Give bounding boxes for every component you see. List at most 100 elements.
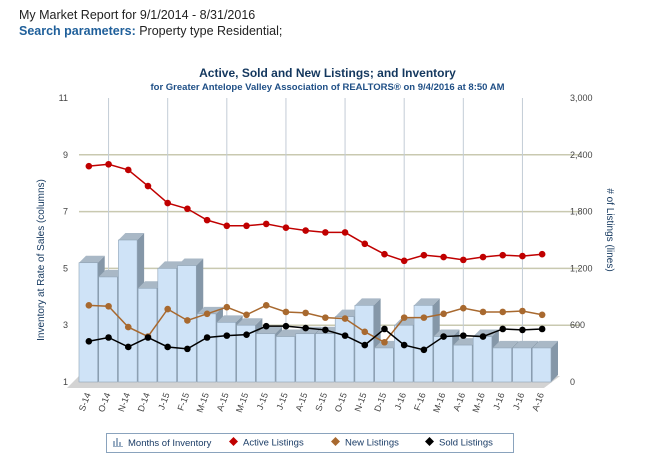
x-tick-label: A-15 [294, 391, 310, 412]
bar-top [335, 309, 361, 317]
legend-label: Months of Inventory [128, 438, 212, 450]
data-point [243, 222, 250, 230]
data-point [460, 256, 467, 264]
bar-front [512, 347, 532, 383]
y2-tick-label: 0 [570, 377, 575, 387]
bar-front [216, 322, 236, 383]
bar-top [236, 318, 263, 326]
x-tick-label: M-16 [470, 391, 486, 414]
y-tick-label: 9 [63, 150, 68, 160]
bar-front [275, 336, 296, 383]
data-point [322, 326, 329, 334]
x-tick-label: J-16 [491, 391, 506, 411]
bar-front [453, 344, 473, 383]
y2-tick-label: 1,800 [570, 207, 593, 217]
data-point [282, 224, 290, 231]
bar-front [157, 268, 177, 383]
x-tick-label: S-15 [313, 391, 329, 412]
bar [531, 340, 558, 383]
bar-front [315, 333, 335, 383]
legend-item-new-listings[interactable]: New Listings [331, 437, 399, 449]
chart-title: Active, Sold and New Listings; and Inven… [199, 66, 456, 80]
bar-top [414, 298, 440, 306]
bar-front [394, 324, 414, 383]
chart-subtitle: for Greater Antelope Valley Association … [150, 82, 505, 93]
bar-side [551, 340, 558, 382]
bar-top [354, 298, 381, 306]
bar-front [256, 333, 276, 383]
data-point [203, 310, 211, 318]
x-tick-label: A-15 [215, 391, 231, 412]
x-tick-label: S-14 [77, 391, 93, 412]
legend-label: New Listings [345, 437, 399, 449]
data-point [223, 222, 231, 230]
data-point [420, 314, 428, 321]
data-point [499, 325, 507, 333]
bar-top [118, 233, 145, 240]
data-point [341, 229, 349, 236]
bar-top [473, 329, 499, 337]
x-tick-label: A-16 [451, 391, 467, 412]
data-point [223, 332, 231, 339]
data-point [262, 302, 270, 309]
data-point [460, 304, 467, 312]
data-point [381, 338, 388, 346]
data-point [302, 309, 309, 317]
y2-tick-label: 3,000 [570, 93, 593, 103]
data-point [499, 308, 507, 316]
bars [78, 233, 558, 383]
data-point [538, 325, 546, 333]
data-point [243, 331, 250, 338]
data-point [302, 324, 309, 332]
data-point [361, 341, 369, 349]
legend-item-active-listings[interactable]: Active Listings [229, 437, 304, 449]
data-point [361, 328, 369, 336]
y2-axis-label: # of Listings (lines) [604, 188, 615, 271]
data-point [282, 308, 290, 316]
bar-top [157, 261, 184, 269]
data-point [203, 216, 211, 224]
x-tick-label: F-15 [176, 391, 192, 412]
data-point [144, 182, 152, 190]
bar-top [374, 340, 401, 348]
bar-top [216, 315, 243, 323]
bar-front [334, 316, 355, 383]
search-parameters-label: Search parameters: [19, 24, 136, 38]
data-point [322, 229, 329, 236]
data-point [519, 252, 526, 260]
data-point [420, 346, 428, 354]
search-parameters: Search parameters: Property type Residen… [19, 23, 282, 39]
data-point [479, 333, 487, 340]
data-point [519, 326, 526, 334]
data-point [519, 307, 526, 315]
data-point [479, 308, 487, 316]
data-point [361, 240, 369, 248]
bar-top [177, 258, 204, 266]
legend-item-sold-listings[interactable]: Sold Listings [425, 437, 493, 449]
bar-top [433, 329, 460, 337]
y2-tick-label: 600 [570, 320, 585, 330]
report-title: My Market Report for 9/1/2014 - 8/31/201… [19, 8, 256, 22]
x-tick-label: J-15 [274, 391, 289, 411]
x-tick-label: N-15 [353, 391, 369, 413]
series-line-new-listings [88, 304, 543, 344]
x-tick-label: M-15 [234, 391, 250, 414]
bar-front [374, 347, 394, 383]
data-point [203, 334, 211, 341]
y2-tick-label: 1,200 [570, 263, 593, 273]
data-point [440, 333, 447, 340]
data-point [164, 343, 171, 351]
x-tick-label: A-16 [530, 391, 546, 412]
data-point [381, 250, 388, 258]
bar-top [79, 255, 105, 263]
sold-diamond-icon [425, 437, 434, 449]
data-point [400, 314, 408, 321]
x-tick-label: N-14 [116, 391, 132, 413]
legend-label: Sold Listings [439, 437, 493, 449]
data-point [144, 334, 152, 341]
data-point [479, 253, 487, 261]
legend-item-months-of-inventory[interactable]: Months of Inventory [113, 437, 211, 450]
data-point [538, 311, 546, 319]
data-point [85, 162, 93, 170]
lines [85, 160, 546, 354]
